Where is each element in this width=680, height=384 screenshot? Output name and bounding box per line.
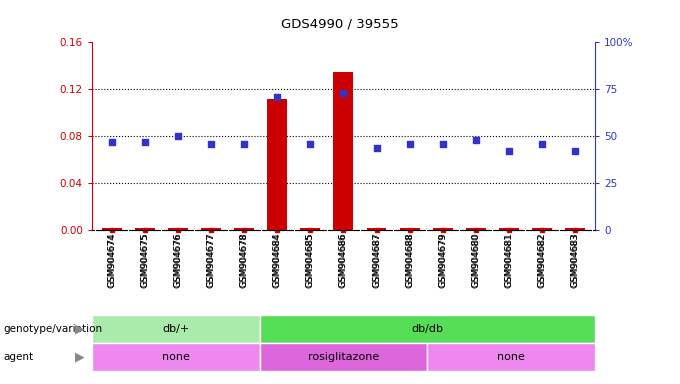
Bar [260,343,427,371]
Point [404,141,415,147]
Bar [201,228,221,230]
Text: GSM904676: GSM904676 [173,233,182,288]
Bar [499,228,519,230]
Bar [267,99,287,230]
Bar [432,228,453,230]
Text: GSM904675: GSM904675 [140,233,150,288]
Point [139,139,150,145]
Bar [565,228,585,230]
Text: GDS4990 / 39555: GDS4990 / 39555 [282,17,398,30]
Bar [301,228,320,230]
Point [106,139,117,145]
Bar [234,228,254,230]
Text: GSM904677: GSM904677 [207,233,216,288]
Bar [400,228,420,230]
Bar [260,315,595,343]
Point [338,90,349,96]
Point [173,133,184,139]
Point [239,141,250,147]
Text: GSM904688: GSM904688 [405,233,414,288]
Point [305,141,316,147]
Text: GSM904687: GSM904687 [372,233,381,288]
Point [503,148,514,154]
Point [537,141,547,147]
Text: agent: agent [3,352,33,362]
Text: GSM904683: GSM904683 [571,233,579,288]
Text: none: none [497,352,525,362]
Bar [367,228,386,230]
Point [570,148,581,154]
Text: GSM904685: GSM904685 [306,233,315,288]
Point [471,137,481,143]
Bar [102,228,122,230]
Point [272,94,283,100]
Bar [466,228,486,230]
Text: GSM904679: GSM904679 [438,233,447,288]
Bar [135,228,155,230]
Point [371,144,382,151]
Bar [92,315,260,343]
Bar [427,343,595,371]
Text: GSM904686: GSM904686 [339,233,348,288]
Text: genotype/variation: genotype/variation [3,324,103,334]
Text: GSM904682: GSM904682 [537,233,547,288]
Text: GSM904684: GSM904684 [273,233,282,288]
Text: db/+: db/+ [162,324,189,334]
Bar [333,72,354,230]
Text: GSM904680: GSM904680 [471,233,480,288]
Text: rosiglitazone: rosiglitazone [308,352,379,362]
Bar [168,228,188,230]
Text: GSM904674: GSM904674 [107,233,116,288]
Text: db/db: db/db [411,324,443,334]
Bar [532,228,552,230]
Bar [92,343,260,371]
Text: GSM904678: GSM904678 [239,233,249,288]
Text: none: none [162,352,190,362]
Text: ▶: ▶ [75,322,84,335]
Text: GSM904681: GSM904681 [505,233,513,288]
Point [437,141,448,147]
Text: ▶: ▶ [75,351,84,364]
Point [205,141,216,147]
